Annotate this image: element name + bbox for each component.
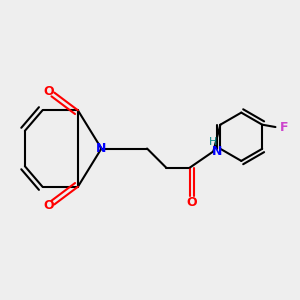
Text: N: N [212,145,222,158]
Text: F: F [279,121,288,134]
Text: O: O [44,85,54,98]
Text: N: N [96,142,106,155]
Text: O: O [44,200,54,212]
Text: O: O [186,196,196,208]
Text: H: H [208,137,217,147]
